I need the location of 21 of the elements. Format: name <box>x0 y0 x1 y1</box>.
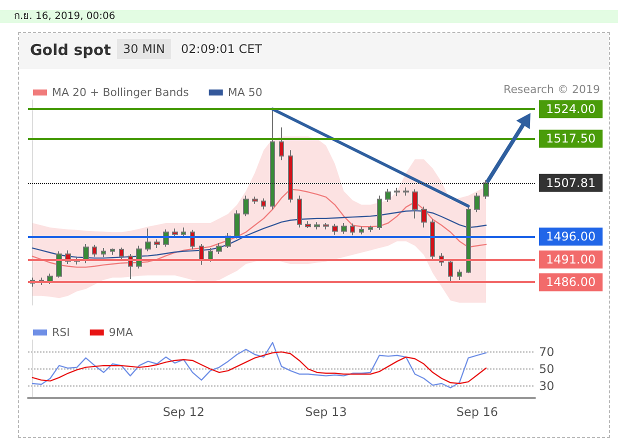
y-tick-label: 1491.00 <box>546 252 596 266</box>
text: 30 MIN <box>117 39 171 59</box>
y-tick-label: 30 <box>539 379 554 394</box>
y-tick-label: 1496.00 <box>546 230 596 244</box>
legend-label: MA 20 + Bollinger Bands <box>52 86 190 99</box>
x-tick-label: Sep 16 <box>456 405 498 419</box>
y-tick-label: 50 <box>539 362 554 376</box>
legend-label: MA 50 <box>228 86 262 99</box>
text: 02:09:01 CET <box>181 42 262 56</box>
legend-label: RSI <box>52 326 70 339</box>
y-tick-label: 1486.00 <box>546 275 596 290</box>
y-tick-label: 1507.81 <box>546 176 596 190</box>
chart-title: Gold spot <box>30 41 111 59</box>
y-tick-label: 1524.00 <box>546 102 596 116</box>
x-tick-label: Sep 13 <box>305 405 347 419</box>
text: Research © 2019 <box>504 83 600 96</box>
y-tick-label: 1517.50 <box>546 132 596 146</box>
text: ก.ย. 16, 2019, 00:06 <box>14 10 116 23</box>
legend-label: 9MA <box>108 326 134 339</box>
y-tick-label: 70 <box>539 344 554 359</box>
x-tick-label: Sep 12 <box>162 405 205 419</box>
